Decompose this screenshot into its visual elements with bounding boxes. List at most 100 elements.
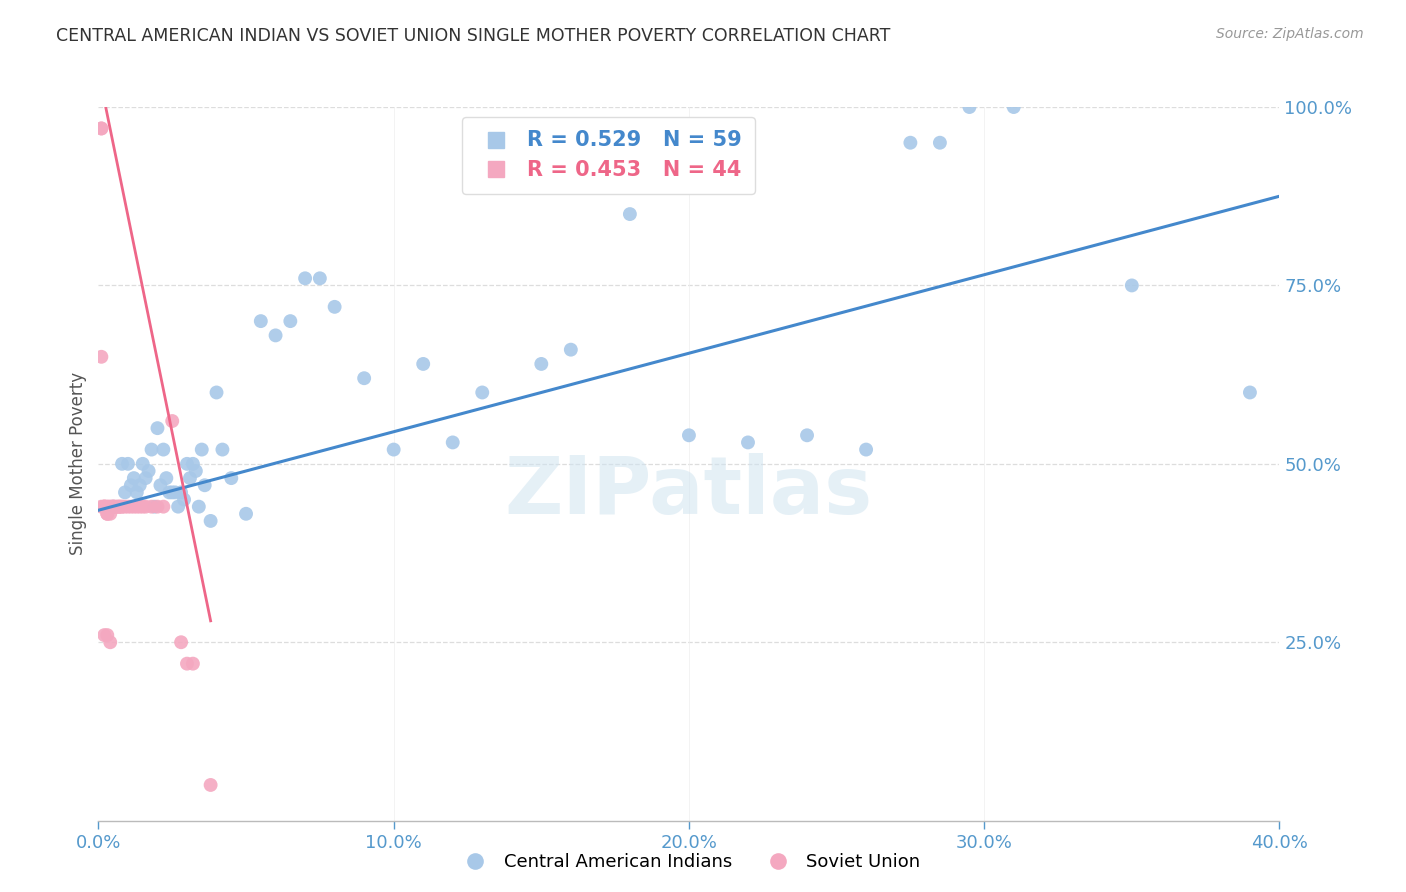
Point	[959, 100, 981, 114]
Point	[143, 500, 166, 514]
Legend: Central American Indians, Soviet Union: Central American Indians, Soviet Union	[450, 847, 928, 879]
Point	[678, 428, 700, 442]
Point	[441, 435, 464, 450]
Point	[619, 207, 641, 221]
Text: ZIPatlas: ZIPatlas	[505, 453, 873, 532]
Point	[855, 442, 877, 457]
Point	[187, 500, 209, 514]
Point	[219, 471, 242, 485]
Point	[165, 485, 187, 500]
Point	[90, 121, 112, 136]
Point	[111, 457, 134, 471]
Point	[191, 442, 214, 457]
Point	[162, 414, 183, 428]
Point	[122, 500, 145, 514]
Point	[162, 485, 183, 500]
Point	[173, 492, 195, 507]
Legend: R = 0.529   N = 59, R = 0.453   N = 44: R = 0.529 N = 59, R = 0.453 N = 44	[463, 117, 755, 194]
Point	[264, 328, 287, 343]
Text: CENTRAL AMERICAN INDIAN VS SOVIET UNION SINGLE MOTHER POVERTY CORRELATION CHART: CENTRAL AMERICAN INDIAN VS SOVIET UNION …	[56, 27, 890, 45]
Point	[179, 471, 201, 485]
Point	[471, 385, 494, 400]
Point	[323, 300, 346, 314]
Point	[93, 500, 115, 514]
Point	[278, 314, 302, 328]
Point	[176, 457, 198, 471]
Point	[96, 500, 118, 514]
Point	[170, 635, 193, 649]
Point	[93, 628, 115, 642]
Point	[117, 500, 139, 514]
Y-axis label: Single Mother Poverty: Single Mother Poverty	[69, 372, 87, 556]
Point	[125, 485, 148, 500]
Point	[98, 635, 121, 649]
Point	[152, 500, 174, 514]
Point	[155, 471, 177, 485]
Point	[184, 464, 207, 478]
Point	[114, 485, 136, 500]
Point	[120, 500, 142, 514]
Point	[309, 271, 332, 285]
Point	[103, 500, 125, 514]
Point	[98, 507, 121, 521]
Point	[117, 457, 139, 471]
Point	[1121, 278, 1143, 293]
Point	[108, 500, 131, 514]
Point	[96, 507, 118, 521]
Point	[560, 343, 582, 357]
Point	[108, 500, 131, 514]
Point	[111, 500, 134, 514]
Point	[90, 350, 112, 364]
Point	[382, 442, 405, 457]
Point	[132, 500, 155, 514]
Point	[200, 778, 222, 792]
Point	[796, 428, 818, 442]
Point	[96, 500, 118, 514]
Point	[132, 457, 155, 471]
Point	[122, 471, 145, 485]
Point	[105, 500, 128, 514]
Point	[135, 500, 157, 514]
Point	[146, 421, 169, 435]
Point	[205, 385, 228, 400]
Point	[928, 136, 950, 150]
Point	[135, 471, 157, 485]
Point	[96, 628, 118, 642]
Point	[93, 500, 115, 514]
Point	[412, 357, 434, 371]
Point	[167, 500, 190, 514]
Point	[530, 357, 553, 371]
Point	[235, 507, 257, 521]
Point	[211, 442, 233, 457]
Point	[120, 478, 142, 492]
Point	[125, 500, 148, 514]
Point	[900, 136, 922, 150]
Point	[176, 657, 198, 671]
Point	[250, 314, 273, 328]
Point	[138, 464, 160, 478]
Point	[181, 457, 204, 471]
Point	[1002, 100, 1025, 114]
Point	[181, 657, 204, 671]
Point	[103, 500, 125, 514]
Point	[141, 442, 163, 457]
Point	[90, 121, 112, 136]
Point	[114, 500, 136, 514]
Point	[149, 478, 172, 492]
Point	[128, 478, 150, 492]
Point	[98, 500, 121, 514]
Point	[98, 500, 121, 514]
Point	[111, 500, 134, 514]
Point	[146, 500, 169, 514]
Point	[170, 485, 193, 500]
Point	[96, 507, 118, 521]
Point	[90, 500, 112, 514]
Point	[200, 514, 222, 528]
Point	[93, 500, 115, 514]
Point	[157, 485, 180, 500]
Point	[294, 271, 316, 285]
Point	[1239, 385, 1261, 400]
Text: Source: ZipAtlas.com: Source: ZipAtlas.com	[1216, 27, 1364, 41]
Point	[353, 371, 375, 385]
Point	[152, 442, 174, 457]
